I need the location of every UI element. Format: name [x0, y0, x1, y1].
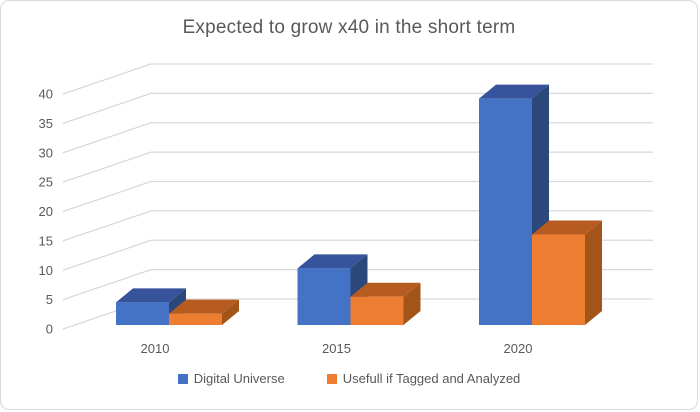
gridline-depth-segment [62, 210, 152, 242]
bar-usefull-if-tagged-and-analyzed-2010 [169, 299, 239, 325]
legend-label-digital-universe: Digital Universe [193, 371, 285, 386]
gridline-depth-segment [62, 63, 152, 95]
y-axis-tick-label: 5 [46, 292, 53, 307]
bar-usefull-if-tagged-and-analyzed-2015 [350, 282, 421, 325]
chart-title: Expected to grow x40 in the short term [182, 17, 516, 38]
y-axis-tick-label: 40 [39, 87, 53, 102]
bar-digital-universe-2010 [116, 288, 186, 325]
x-axis-category-label: 2010 [141, 341, 170, 356]
y-axis-tick-label: 25 [39, 175, 53, 190]
gridline-depth-segment [62, 92, 152, 124]
y-axis-tick-label: 20 [39, 204, 53, 219]
gridline-depth-segment [62, 239, 152, 271]
y-axis-tick-label: 10 [39, 263, 53, 278]
y-axis-tick-label: 35 [39, 116, 53, 131]
legend-label-useful-tagged: Usefull if Tagged and Analyzed [342, 371, 521, 386]
legend-swatch-digital-universe-icon [177, 373, 188, 384]
y-axis-tick-label: 0 [46, 322, 53, 337]
legend-item-useful-tagged: Usefull if Tagged and Analyzed [326, 371, 521, 386]
y-axis-tick-label: 15 [39, 233, 53, 248]
x-axis-category-label: 2015 [322, 341, 351, 356]
bar-usefull-if-tagged-and-analyzed-2020 [532, 220, 602, 325]
legend: Digital Universe Usefull if Tagged and A… [1, 371, 697, 386]
gridline-depth-segment [62, 122, 152, 154]
x-axis-category-label: 2020 [504, 341, 533, 356]
legend-item-digital-universe: Digital Universe [177, 371, 285, 386]
gridline-depth-segment [62, 180, 152, 213]
gridline-depth-segment [62, 269, 152, 301]
y-axis-tick-label: 30 [39, 145, 53, 160]
gridline-depth-segment [62, 151, 152, 183]
legend-swatch-useful-tagged-icon [326, 373, 337, 384]
